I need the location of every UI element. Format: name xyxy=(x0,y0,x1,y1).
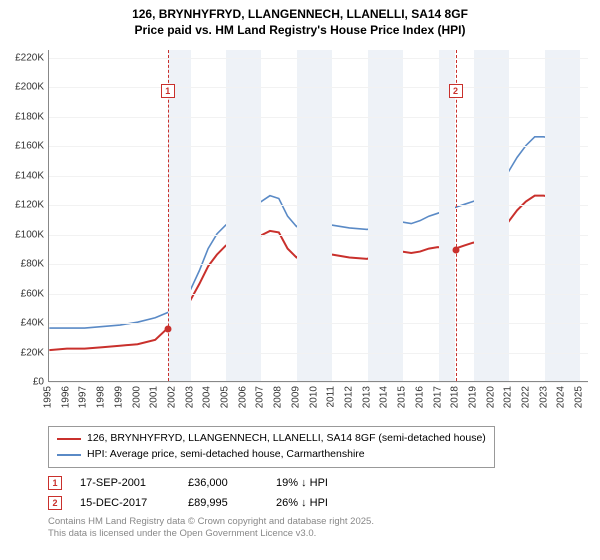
gridline xyxy=(49,353,588,354)
x-tick-label: 2001 xyxy=(149,386,160,408)
x-tick-label: 2000 xyxy=(131,386,142,408)
y-tick-label: £160K xyxy=(2,141,44,152)
y-tick-label: £220K xyxy=(2,52,44,63)
year-band xyxy=(439,50,456,381)
x-tick-label: 2018 xyxy=(450,386,461,408)
x-tick-label: 2004 xyxy=(202,386,213,408)
x-tick-label: 2007 xyxy=(255,386,266,408)
event-marker: 2 xyxy=(449,84,463,98)
x-tick-label: 2019 xyxy=(467,386,478,408)
gridline xyxy=(49,146,588,147)
year-band xyxy=(168,50,191,381)
footer-attribution: Contains HM Land Registry data © Crown c… xyxy=(48,516,600,541)
event-date: 15-DEC-2017 xyxy=(80,497,170,509)
x-tick-label: 2011 xyxy=(326,386,337,408)
x-tick-label: 1996 xyxy=(60,386,71,408)
legend: 126, BRYNHYFRYD, LLANGENNECH, LLANELLI, … xyxy=(48,426,495,468)
event-date: 17-SEP-2001 xyxy=(80,477,170,489)
y-tick-label: £0 xyxy=(2,377,44,388)
sale-dot xyxy=(452,246,459,253)
x-tick-label: 2023 xyxy=(538,386,549,408)
x-tick-label: 2003 xyxy=(184,386,195,408)
event-marker: 1 xyxy=(161,84,175,98)
event-price: £89,995 xyxy=(188,497,258,509)
event-vline xyxy=(456,50,457,381)
gridline xyxy=(49,264,588,265)
plot-region: 12 xyxy=(48,50,588,382)
sale-dot xyxy=(164,326,171,333)
x-tick-label: 2025 xyxy=(574,386,585,408)
y-tick-label: £40K xyxy=(2,318,44,329)
event-number: 2 xyxy=(48,496,62,510)
legend-item: 126, BRYNHYFRYD, LLANGENNECH, LLANELLI, … xyxy=(57,431,486,447)
x-tick-label: 2015 xyxy=(397,386,408,408)
y-tick-label: £80K xyxy=(2,259,44,270)
event-number: 1 xyxy=(48,476,62,490)
legend-swatch xyxy=(57,438,81,440)
gridline xyxy=(49,235,588,236)
y-tick-label: £100K xyxy=(2,229,44,240)
title-line-2: Price paid vs. HM Land Registry's House … xyxy=(0,22,600,38)
gridline xyxy=(49,58,588,59)
year-band xyxy=(297,50,332,381)
x-tick-label: 2017 xyxy=(432,386,443,408)
event-row: 2 15-DEC-2017 £89,995 26% ↓ HPI xyxy=(48,496,600,510)
year-band xyxy=(474,50,509,381)
footer-line-1: Contains HM Land Registry data © Crown c… xyxy=(48,516,600,528)
x-tick-label: 2005 xyxy=(220,386,231,408)
gridline xyxy=(49,323,588,324)
y-tick-label: £140K xyxy=(2,170,44,181)
chart-container: 126, BRYNHYFRYD, LLANGENNECH, LLANELLI, … xyxy=(0,0,600,560)
x-tick-label: 1995 xyxy=(43,386,54,408)
event-delta: 26% ↓ HPI xyxy=(276,497,366,509)
x-tick-label: 2010 xyxy=(308,386,319,408)
y-tick-label: £180K xyxy=(2,111,44,122)
event-delta: 19% ↓ HPI xyxy=(276,477,366,489)
legend-label: 126, BRYNHYFRYD, LLANGENNECH, LLANELLI, … xyxy=(87,431,486,447)
gridline xyxy=(49,176,588,177)
x-tick-label: 2006 xyxy=(237,386,248,408)
year-band xyxy=(368,50,403,381)
gridline xyxy=(49,205,588,206)
x-tick-label: 2008 xyxy=(273,386,284,408)
x-tick-label: 2014 xyxy=(379,386,390,408)
x-tick-label: 2013 xyxy=(361,386,372,408)
title-line-1: 126, BRYNHYFRYD, LLANGENNECH, LLANELLI, … xyxy=(0,6,600,22)
event-row: 1 17-SEP-2001 £36,000 19% ↓ HPI xyxy=(48,476,600,490)
x-tick-label: 1997 xyxy=(78,386,89,408)
sale-events-table: 1 17-SEP-2001 £36,000 19% ↓ HPI 2 15-DEC-2017… xyxy=(48,476,600,510)
footer-line-2: This data is licensed under the Open Gov… xyxy=(48,528,600,540)
y-tick-label: £60K xyxy=(2,288,44,299)
legend-item: HPI: Average price, semi-detached house,… xyxy=(57,447,486,463)
event-price: £36,000 xyxy=(188,477,258,489)
x-tick-label: 2002 xyxy=(166,386,177,408)
year-band xyxy=(226,50,261,381)
x-tick-label: 2020 xyxy=(485,386,496,408)
legend-label: HPI: Average price, semi-detached house,… xyxy=(87,447,365,463)
y-tick-label: £120K xyxy=(2,200,44,211)
x-tick-label: 1998 xyxy=(96,386,107,408)
x-tick-label: 1999 xyxy=(113,386,124,408)
gridline xyxy=(49,87,588,88)
x-tick-label: 2021 xyxy=(503,386,514,408)
year-band xyxy=(545,50,580,381)
x-tick-label: 2024 xyxy=(556,386,567,408)
gridline xyxy=(49,117,588,118)
gridline xyxy=(49,294,588,295)
chart-area: 12 £0£20K£40K£60K£80K£100K£120K£140K£160… xyxy=(0,42,600,422)
x-tick-label: 2009 xyxy=(290,386,301,408)
gridline xyxy=(49,382,588,383)
chart-title: 126, BRYNHYFRYD, LLANGENNECH, LLANELLI, … xyxy=(0,0,600,42)
x-tick-label: 2012 xyxy=(343,386,354,408)
y-tick-label: £20K xyxy=(2,347,44,358)
legend-swatch xyxy=(57,454,81,456)
x-tick-label: 2016 xyxy=(414,386,425,408)
x-tick-label: 2022 xyxy=(521,386,532,408)
y-tick-label: £200K xyxy=(2,82,44,93)
